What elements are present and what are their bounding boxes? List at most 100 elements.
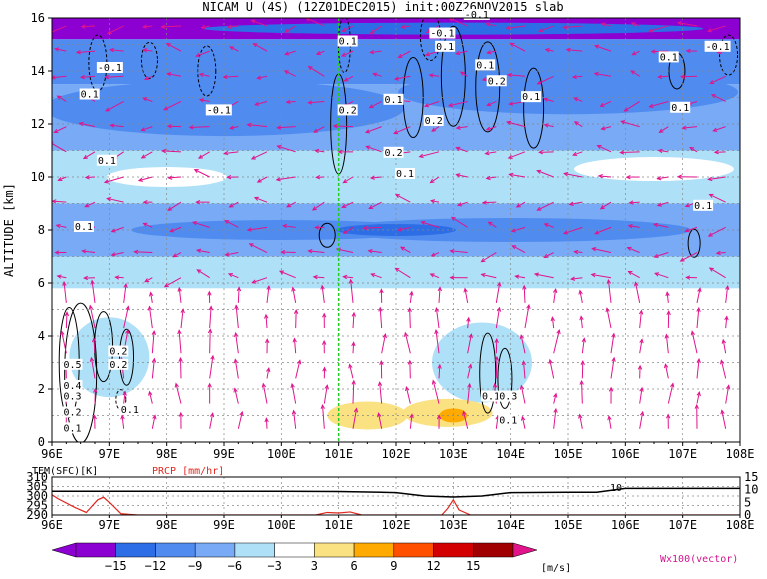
contour-label: 0.1 bbox=[660, 52, 678, 63]
contour-label: 0.1 bbox=[499, 415, 517, 426]
x-tick-label: 107E bbox=[668, 447, 697, 461]
contour-label: 0.1 bbox=[522, 92, 540, 103]
x-tick-label: 100E bbox=[267, 447, 296, 461]
x-tick-label: 106E bbox=[611, 447, 640, 461]
sub-x-tick-label: 106E bbox=[611, 518, 640, 532]
colorbar-tick-label: −12 bbox=[145, 559, 167, 573]
sub-right-label: PRCP [mm/hr] bbox=[152, 466, 224, 477]
contour-label: -0.1 bbox=[207, 105, 231, 116]
colorbar-tick-label: 3 bbox=[311, 559, 318, 573]
wind-vector bbox=[66, 312, 67, 328]
colorbar-tick-label: 6 bbox=[350, 559, 357, 573]
contour-label: 0.1 bbox=[121, 405, 139, 416]
y-tick-label: 2 bbox=[38, 382, 45, 396]
colorbar-unit: [m/s] bbox=[541, 563, 571, 574]
contour-label: -0.1 bbox=[706, 42, 730, 53]
contour-label: 0.2 bbox=[425, 116, 443, 127]
sub-right-tick-label: 10 bbox=[744, 483, 758, 497]
colorbar-segment bbox=[434, 543, 474, 557]
sub-right-tick-label: 5 bbox=[744, 495, 751, 509]
contour-label: 0.1 bbox=[339, 37, 357, 48]
sub-x-tick-label: 103E bbox=[439, 518, 468, 532]
colorbar-segment bbox=[354, 543, 394, 557]
x-tick-label: 105E bbox=[554, 447, 583, 461]
colorbar-tick-label: 9 bbox=[390, 559, 397, 573]
colorbar-right-cap bbox=[513, 543, 537, 557]
x-tick-label: 96E bbox=[41, 447, 63, 461]
contour-label: 0.3 bbox=[499, 392, 517, 403]
sub-right-tick-label: 15 bbox=[744, 470, 758, 484]
vector-legend-label: Wx100(vector) bbox=[660, 554, 738, 565]
colorbar-tick-label: −6 bbox=[228, 559, 242, 573]
y-tick-label: 8 bbox=[38, 223, 45, 237]
contour-label: -0.1 bbox=[98, 63, 122, 74]
x-tick-label: 97E bbox=[98, 447, 120, 461]
x-tick-label: 98E bbox=[156, 447, 178, 461]
colorbar-left-cap bbox=[52, 543, 76, 557]
contour-label: 0.4 bbox=[63, 381, 81, 392]
wind-vector-head bbox=[48, 31, 52, 34]
sub-x-tick-label: 107E bbox=[668, 518, 697, 532]
sub-x-tick-label: 102E bbox=[382, 518, 411, 532]
contour-label: 0.1 bbox=[694, 201, 712, 212]
sub-right-tick-label: 0 bbox=[744, 508, 751, 522]
blob-clear-2 bbox=[574, 157, 734, 181]
y-tick-label: 16 bbox=[31, 11, 45, 25]
colorbar-segment bbox=[275, 543, 315, 557]
sub-annotation: 10 bbox=[610, 483, 622, 494]
sub-x-tick-label: 104E bbox=[496, 518, 525, 532]
x-tick-label: 108E bbox=[726, 447, 755, 461]
colorbar-tick-label: 15 bbox=[466, 559, 480, 573]
y-tick-label: 10 bbox=[31, 170, 45, 184]
contour-label: 0.1 bbox=[482, 392, 500, 403]
contour-label: 0.1 bbox=[81, 90, 99, 101]
contour-label: 0.2 bbox=[109, 347, 127, 358]
wind-vector bbox=[496, 357, 497, 378]
contour-label: 0.2 bbox=[109, 360, 127, 371]
contour-label: 0.2 bbox=[339, 105, 357, 116]
contour-label: -0.1 bbox=[430, 29, 454, 40]
colorbar-tick-label: −9 bbox=[188, 559, 202, 573]
colorbar-segment bbox=[76, 543, 116, 557]
x-tick-label: 101E bbox=[324, 447, 353, 461]
colorbar-segment bbox=[394, 543, 434, 557]
contour-label: -0.1 bbox=[465, 10, 489, 21]
wind-vector bbox=[410, 308, 411, 328]
contour-label: 0.1 bbox=[396, 169, 414, 180]
x-tick-label: 103E bbox=[439, 447, 468, 461]
sub-left-tick-label: 310 bbox=[26, 470, 48, 484]
chart-title: NICAM U (4S) (12Z01DEC2015) init:00Z26NO… bbox=[202, 0, 563, 14]
colorbar-segment bbox=[195, 543, 235, 557]
wind-vector bbox=[296, 310, 297, 328]
wind-vector bbox=[210, 329, 211, 353]
contour-label: 0.1 bbox=[671, 103, 689, 114]
contour-label: 0.1 bbox=[75, 222, 93, 233]
contour-label: 0.2 bbox=[63, 408, 81, 419]
contour-label: 0.1 bbox=[63, 423, 81, 434]
x-tick-label: 99E bbox=[213, 447, 235, 461]
sub-x-tick-label: 105E bbox=[554, 518, 583, 532]
sub-x-tick-label: 100E bbox=[267, 518, 296, 532]
sub-x-tick-label: 101E bbox=[324, 518, 353, 532]
contour-label: 0.2 bbox=[385, 148, 403, 159]
x-tick-label: 102E bbox=[382, 447, 411, 461]
sub-x-tick-label: 99E bbox=[213, 518, 235, 532]
wind-vector bbox=[620, 152, 639, 153]
colorbar-tick-label: −3 bbox=[267, 559, 281, 573]
contour-label: 0.1 bbox=[476, 60, 494, 71]
contour-label: 0.3 bbox=[63, 392, 81, 403]
contour-label: 0.5 bbox=[63, 360, 81, 371]
y-tick-label: 6 bbox=[38, 276, 45, 290]
colorbar-tick-label: −15 bbox=[105, 559, 127, 573]
y-tick-label: 12 bbox=[31, 117, 45, 131]
y-tick-label: 4 bbox=[38, 329, 45, 343]
colorbar-segment bbox=[473, 543, 513, 557]
wind-vector bbox=[410, 361, 411, 379]
wind-vector bbox=[334, 126, 353, 127]
contour-label: 0.1 bbox=[436, 42, 454, 53]
y-tick-label: 0 bbox=[38, 435, 45, 449]
sub-x-tick-label: 97E bbox=[98, 518, 120, 532]
